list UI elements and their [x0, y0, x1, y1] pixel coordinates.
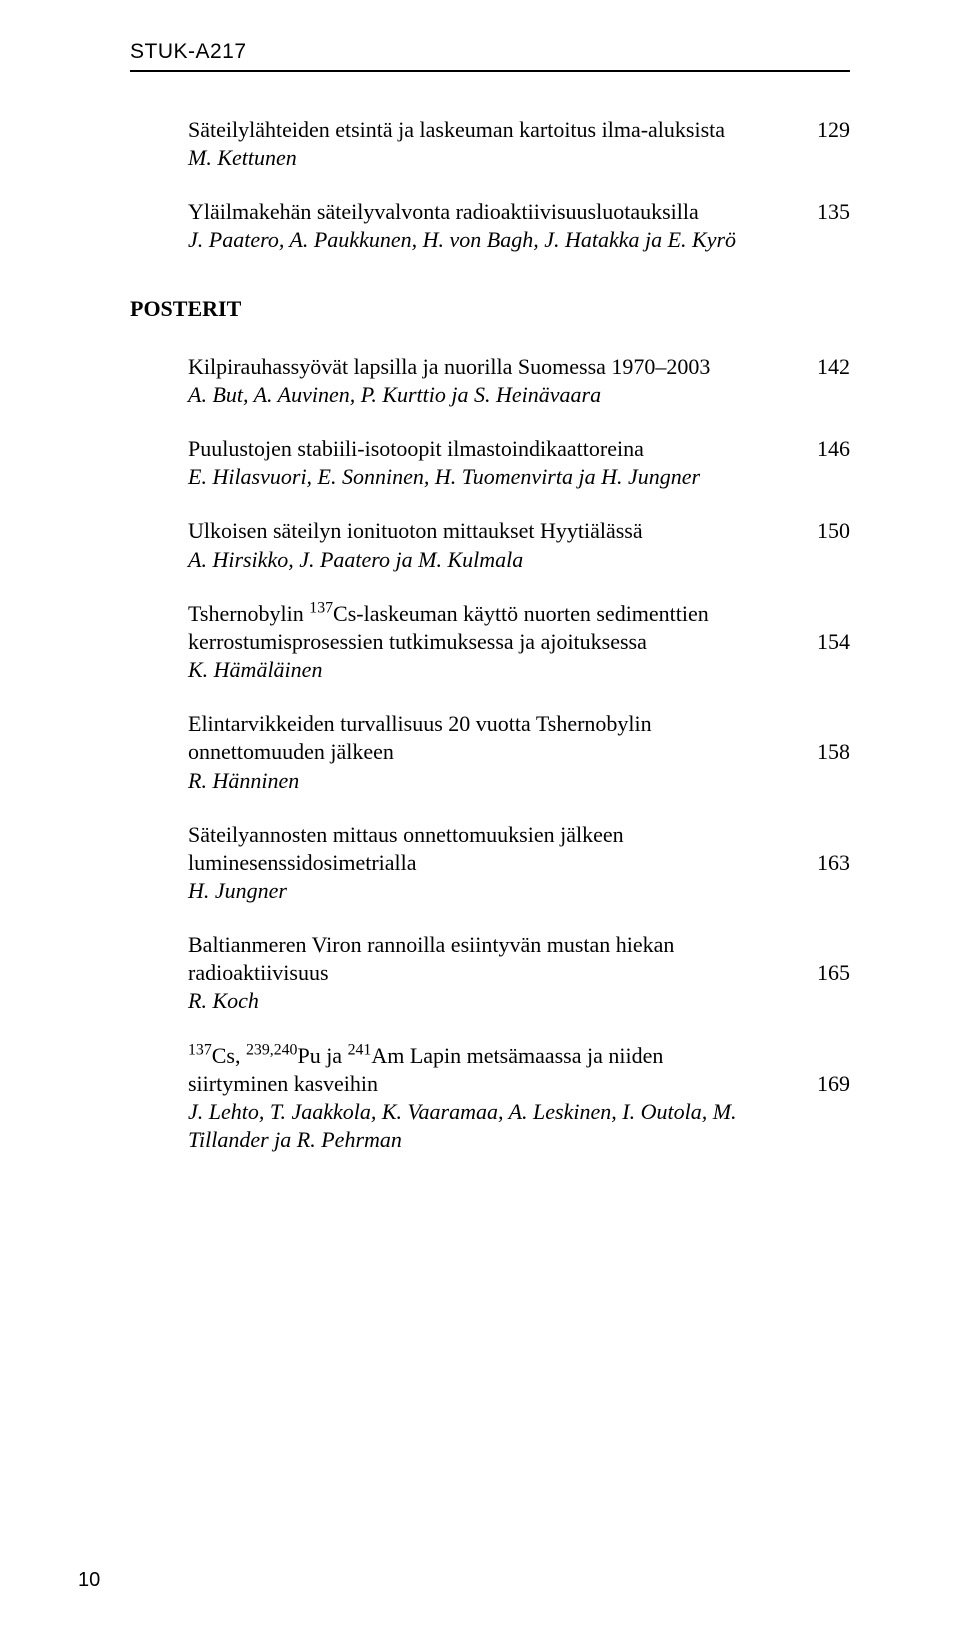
toc-entry: Säteilylähteiden etsintä ja laskeuman ka…	[188, 116, 850, 172]
section-heading: POSTERIT	[130, 295, 850, 323]
toc-entry: Elintarvikkeiden turvallisuus 20 vuotta …	[188, 710, 850, 794]
toc-entry-text: Säteilyannosten mittaus onnettomuuksien …	[188, 821, 800, 905]
toc-entry-text: Yläilmakehän säteilyvalvonta radioaktiiv…	[188, 198, 800, 254]
page-number-footer: 10	[78, 1569, 100, 1592]
toc-entry-title: Baltianmeren Viron rannoilla esiintyvän …	[188, 932, 674, 985]
toc-entry-page: 150	[800, 517, 850, 545]
toc-entry-authors: R. Koch	[188, 988, 259, 1013]
toc-entry-title: Puulustojen stabiili-isotoopit ilmastoin…	[188, 436, 644, 461]
toc-entry-authors: E. Hilasvuori, E. Sonninen, H. Tuomenvir…	[188, 464, 700, 489]
toc-entry-page: 154	[800, 600, 850, 656]
toc-entry-title: Yläilmakehän säteilyvalvonta radioaktiiv…	[188, 199, 699, 224]
toc-entry-title: Tshernobylin 137Cs-laskeuman käyttö nuor…	[188, 601, 709, 654]
report-id: STUK-A217	[130, 40, 850, 64]
toc-entry-title: 137Cs, 239,240Pu ja 241Am Lapin metsämaa…	[188, 1043, 663, 1096]
toc-entry-text: Baltianmeren Viron rannoilla esiintyvän …	[188, 931, 800, 1015]
toc-entry-page: 135	[800, 198, 850, 226]
toc-entry-authors: M. Kettunen	[188, 145, 297, 170]
toc-entry: 137Cs, 239,240Pu ja 241Am Lapin metsämaa…	[188, 1042, 850, 1155]
toc-entry-page: 142	[800, 353, 850, 381]
toc-entry-authors: J. Lehto, T. Jaakkola, K. Vaaramaa, A. L…	[188, 1099, 737, 1152]
toc-entry-authors: A. Hirsikko, J. Paatero ja M. Kulmala	[188, 547, 523, 572]
toc-entry-title: Ulkoisen säteilyn ionituoton mittaukset …	[188, 518, 643, 543]
toc-entry-text: Puulustojen stabiili-isotoopit ilmastoin…	[188, 435, 800, 491]
toc-entry: Yläilmakehän säteilyvalvonta radioaktiiv…	[188, 198, 850, 254]
toc-entry-text: 137Cs, 239,240Pu ja 241Am Lapin metsämaa…	[188, 1042, 800, 1155]
toc-entry-text: Elintarvikkeiden turvallisuus 20 vuotta …	[188, 710, 800, 794]
toc-entry: Ulkoisen säteilyn ionituoton mittaukset …	[188, 517, 850, 573]
toc-entry-text: Kilpirauhassyövät lapsilla ja nuorilla S…	[188, 353, 800, 409]
toc-entry-text: Ulkoisen säteilyn ionituoton mittaukset …	[188, 517, 800, 573]
toc-entry: Kilpirauhassyövät lapsilla ja nuorilla S…	[188, 353, 850, 409]
toc-entry-title: Elintarvikkeiden turvallisuus 20 vuotta …	[188, 711, 652, 764]
toc-entry-authors: J. Paatero, A. Paukkunen, H. von Bagh, J…	[188, 227, 736, 252]
header-rule	[130, 70, 850, 72]
toc-entry-title: Säteilylähteiden etsintä ja laskeuman ka…	[188, 117, 725, 142]
toc-entry-title: Säteilyannosten mittaus onnettomuuksien …	[188, 822, 624, 875]
toc-entry-page: 129	[800, 116, 850, 144]
toc-entry: Säteilyannosten mittaus onnettomuuksien …	[188, 821, 850, 905]
toc-entry-page: 163	[800, 821, 850, 877]
toc-entry-text: Säteilylähteiden etsintä ja laskeuman ka…	[188, 116, 800, 172]
toc-entry-page: 146	[800, 435, 850, 463]
toc-entry-authors: H. Jungner	[188, 878, 287, 903]
toc-content: Säteilylähteiden etsintä ja laskeuman ka…	[130, 116, 850, 1154]
page: STUK-A217 Säteilylähteiden etsintä ja la…	[0, 0, 960, 1646]
toc-entry-page: 169	[800, 1042, 850, 1098]
toc-entry-authors: K. Hämäläinen	[188, 657, 322, 682]
toc-entry-page: 165	[800, 931, 850, 987]
toc-entry-authors: A. But, A. Auvinen, P. Kurttio ja S. Hei…	[188, 382, 601, 407]
toc-entry: Puulustojen stabiili-isotoopit ilmastoin…	[188, 435, 850, 491]
toc-entry: Baltianmeren Viron rannoilla esiintyvän …	[188, 931, 850, 1015]
toc-entry-text: Tshernobylin 137Cs-laskeuman käyttö nuor…	[188, 600, 800, 684]
toc-entry: Tshernobylin 137Cs-laskeuman käyttö nuor…	[188, 600, 850, 684]
toc-entry-title: Kilpirauhassyövät lapsilla ja nuorilla S…	[188, 354, 710, 379]
toc-entry-page: 158	[800, 710, 850, 766]
toc-entry-authors: R. Hänninen	[188, 768, 299, 793]
